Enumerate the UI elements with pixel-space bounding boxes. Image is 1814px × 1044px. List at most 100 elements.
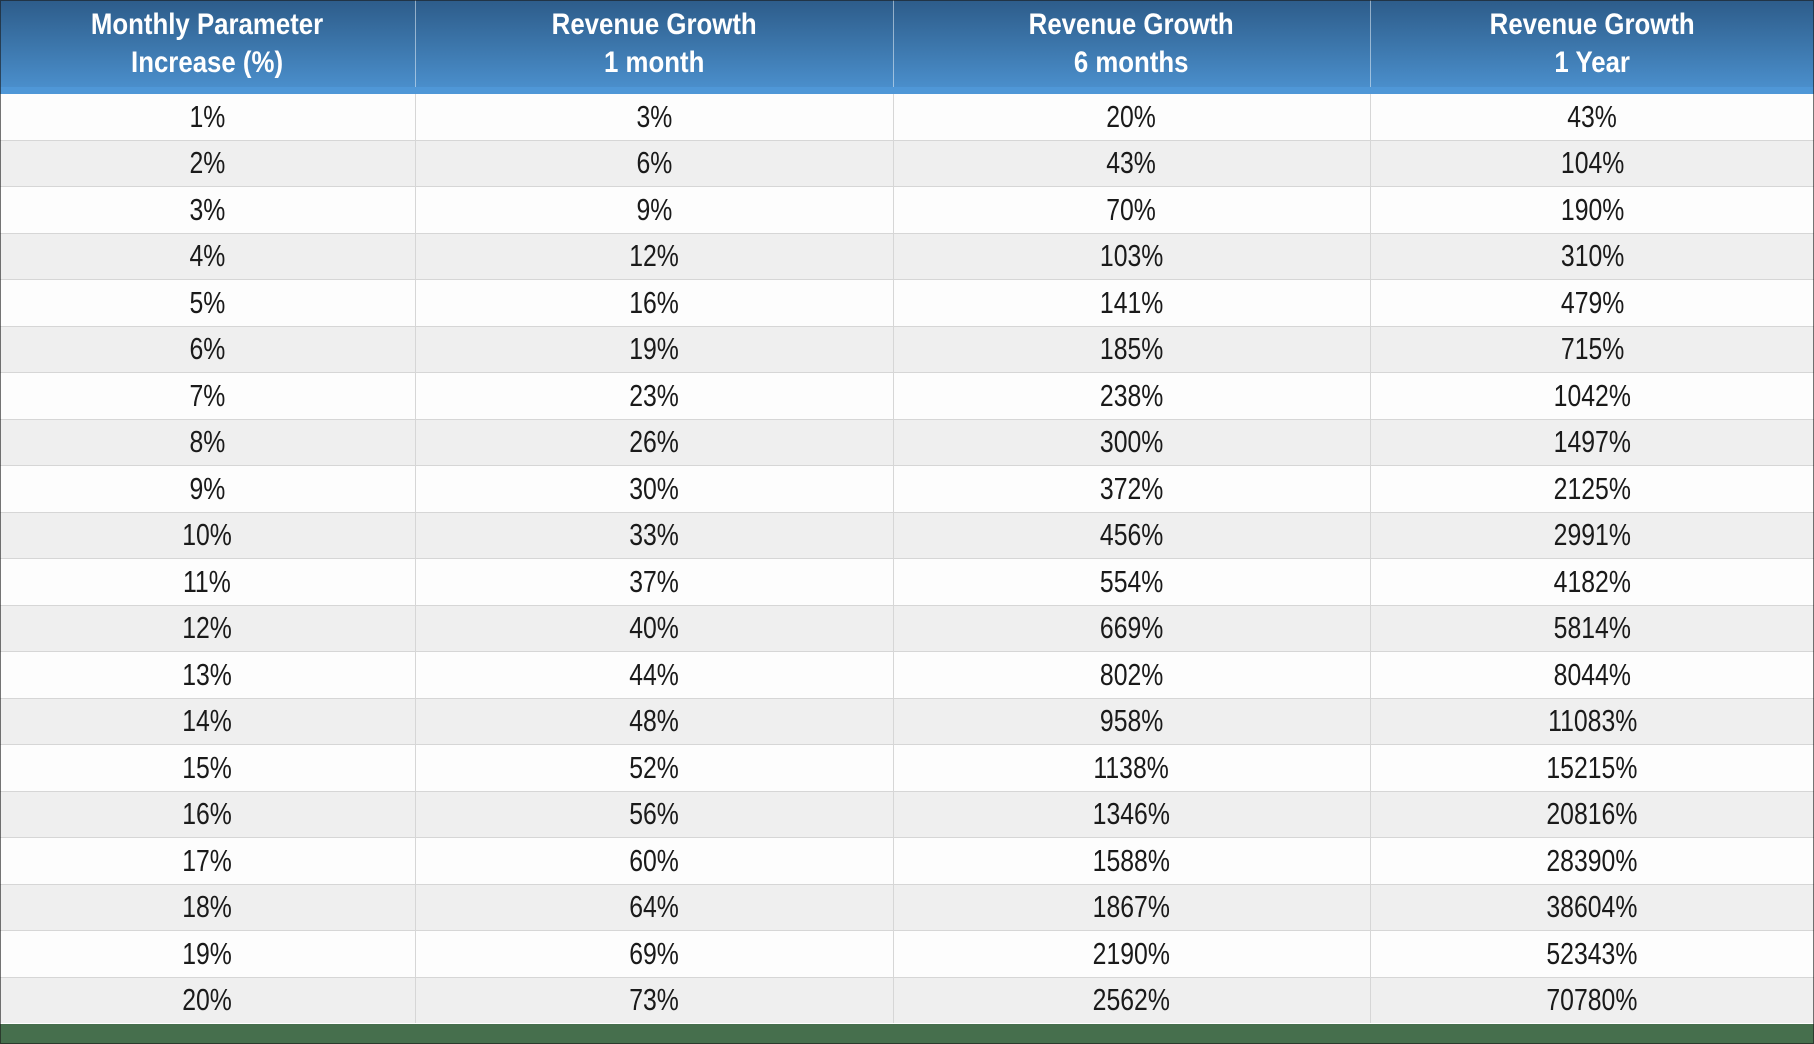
cell-value: 20% xyxy=(182,982,233,1018)
table-cell: 2125% xyxy=(1370,465,1814,512)
cell-value: 10% xyxy=(182,517,233,553)
header-label: Monthly Parameter Increase (%) xyxy=(91,8,324,79)
cell-value: 104% xyxy=(1560,145,1624,181)
table-cell: 11% xyxy=(0,558,416,605)
cell-value: 4182% xyxy=(1553,563,1631,599)
cell-value: 310% xyxy=(1560,238,1624,274)
table-row: 7% 23% 238% 1042% xyxy=(0,372,1814,419)
header-revenue-growth-6-months: Revenue Growth 6 months xyxy=(893,0,1371,94)
cell-value: 33% xyxy=(629,517,679,553)
cell-value: 185% xyxy=(1099,331,1164,367)
header-revenue-growth-1-month: Revenue Growth 1 month xyxy=(415,0,894,94)
table-cell: 12% xyxy=(415,232,894,280)
table-cell: 28390% xyxy=(1370,837,1814,884)
cell-value: 12% xyxy=(629,238,679,274)
table-cell: 1588% xyxy=(893,837,1371,884)
cell-value: 1% xyxy=(189,98,226,134)
cell-value: 2190% xyxy=(1092,935,1171,971)
table-cell: 1138% xyxy=(893,744,1371,791)
cell-value: 69% xyxy=(629,935,679,971)
table-cell: 310% xyxy=(1370,232,1814,280)
cell-value: 238% xyxy=(1099,377,1164,413)
cell-value: 3% xyxy=(189,191,226,227)
cell-value: 26% xyxy=(629,424,679,460)
cell-value: 70% xyxy=(1106,191,1157,227)
table-cell: 1042% xyxy=(1370,372,1814,419)
table-cell: 13% xyxy=(0,651,416,698)
table-cell: 372% xyxy=(893,465,1371,512)
table-cell: 23% xyxy=(415,372,894,419)
table-cell: 60% xyxy=(415,837,894,884)
cell-value: 11% xyxy=(183,563,232,599)
table-cell: 14% xyxy=(0,697,416,745)
cell-value: 12% xyxy=(182,610,233,646)
table-row: 6% 19% 185% 715% xyxy=(0,325,1814,373)
table-cell: 1346% xyxy=(893,790,1371,838)
cell-value: 9% xyxy=(636,191,672,227)
cell-value: 28390% xyxy=(1546,842,1638,878)
table-row: 2% 6% 43% 104% xyxy=(0,139,1814,187)
cell-value: 554% xyxy=(1099,563,1164,599)
cell-value: 16% xyxy=(182,796,233,832)
cell-value: 958% xyxy=(1099,703,1164,739)
table-row: 17% 60% 1588% 28390% xyxy=(0,837,1814,884)
header-monthly-parameter-increase: Monthly Parameter Increase (%) xyxy=(0,0,416,94)
table-cell: 10% xyxy=(0,511,416,559)
table-cell: 103% xyxy=(893,232,1371,280)
cell-value: 37% xyxy=(629,563,679,599)
cell-value: 2% xyxy=(189,145,226,181)
table-header: Monthly Parameter Increase (%) Revenue G… xyxy=(0,0,1814,94)
cell-value: 141% xyxy=(1099,284,1164,320)
cell-value: 1588% xyxy=(1092,842,1171,878)
table-cell: 33% xyxy=(415,511,894,559)
table-cell: 238% xyxy=(893,372,1371,419)
table-row: 20% 73% 2562% 70780% xyxy=(0,976,1814,1023)
cell-value: 103% xyxy=(1099,238,1164,274)
cell-value: 15% xyxy=(182,749,233,785)
cell-value: 8% xyxy=(189,424,226,460)
cell-value: 56% xyxy=(629,796,679,832)
cell-value: 715% xyxy=(1560,331,1624,367)
table-row: 11% 37% 554% 4182% xyxy=(0,558,1814,605)
cell-value: 18% xyxy=(182,889,233,925)
cell-value: 300% xyxy=(1099,424,1164,460)
table-cell: 1497% xyxy=(1370,418,1814,466)
table-cell: 56% xyxy=(415,790,894,838)
bottom-accent-bar xyxy=(0,1024,1814,1044)
header-label: Revenue Growth 1 Year xyxy=(1489,8,1695,79)
table-cell: 456% xyxy=(893,511,1371,559)
table-row: 15% 52% 1138% 15215% xyxy=(0,744,1814,791)
table-cell: 69% xyxy=(415,930,894,977)
cell-value: 5% xyxy=(189,284,226,320)
cell-value: 52% xyxy=(629,749,679,785)
table-cell: 20% xyxy=(893,90,1371,140)
table-cell: 2562% xyxy=(893,976,1371,1023)
cell-value: 70780% xyxy=(1546,982,1638,1018)
cell-value: 802% xyxy=(1099,656,1164,692)
table-row: 13% 44% 802% 8044% xyxy=(0,651,1814,698)
table-cell: 16% xyxy=(415,279,894,326)
cell-value: 14% xyxy=(182,703,233,739)
cell-value: 1042% xyxy=(1553,377,1631,413)
table-cell: 20816% xyxy=(1370,790,1814,838)
table-cell: 8% xyxy=(0,418,416,466)
table-cell: 4% xyxy=(0,232,416,280)
table-cell: 18% xyxy=(0,883,416,931)
table-cell: 48% xyxy=(415,697,894,745)
header-row: Monthly Parameter Increase (%) Revenue G… xyxy=(0,0,1814,94)
table-cell: 52343% xyxy=(1370,930,1814,977)
table-cell: 554% xyxy=(893,558,1371,605)
table-cell: 9% xyxy=(415,186,894,233)
cell-value: 43% xyxy=(1106,145,1157,181)
table-cell: 30% xyxy=(415,465,894,512)
cell-value: 17% xyxy=(182,842,233,878)
table-cell: 15215% xyxy=(1370,744,1814,791)
cell-value: 8044% xyxy=(1553,656,1631,692)
table-row: 14% 48% 958% 11083% xyxy=(0,697,1814,745)
cell-value: 372% xyxy=(1099,470,1164,506)
cell-value: 52343% xyxy=(1546,935,1638,971)
cell-value: 190% xyxy=(1560,191,1624,227)
table-cell: 5% xyxy=(0,279,416,326)
table-cell: 104% xyxy=(1370,139,1814,187)
table-cell: 958% xyxy=(893,697,1371,745)
